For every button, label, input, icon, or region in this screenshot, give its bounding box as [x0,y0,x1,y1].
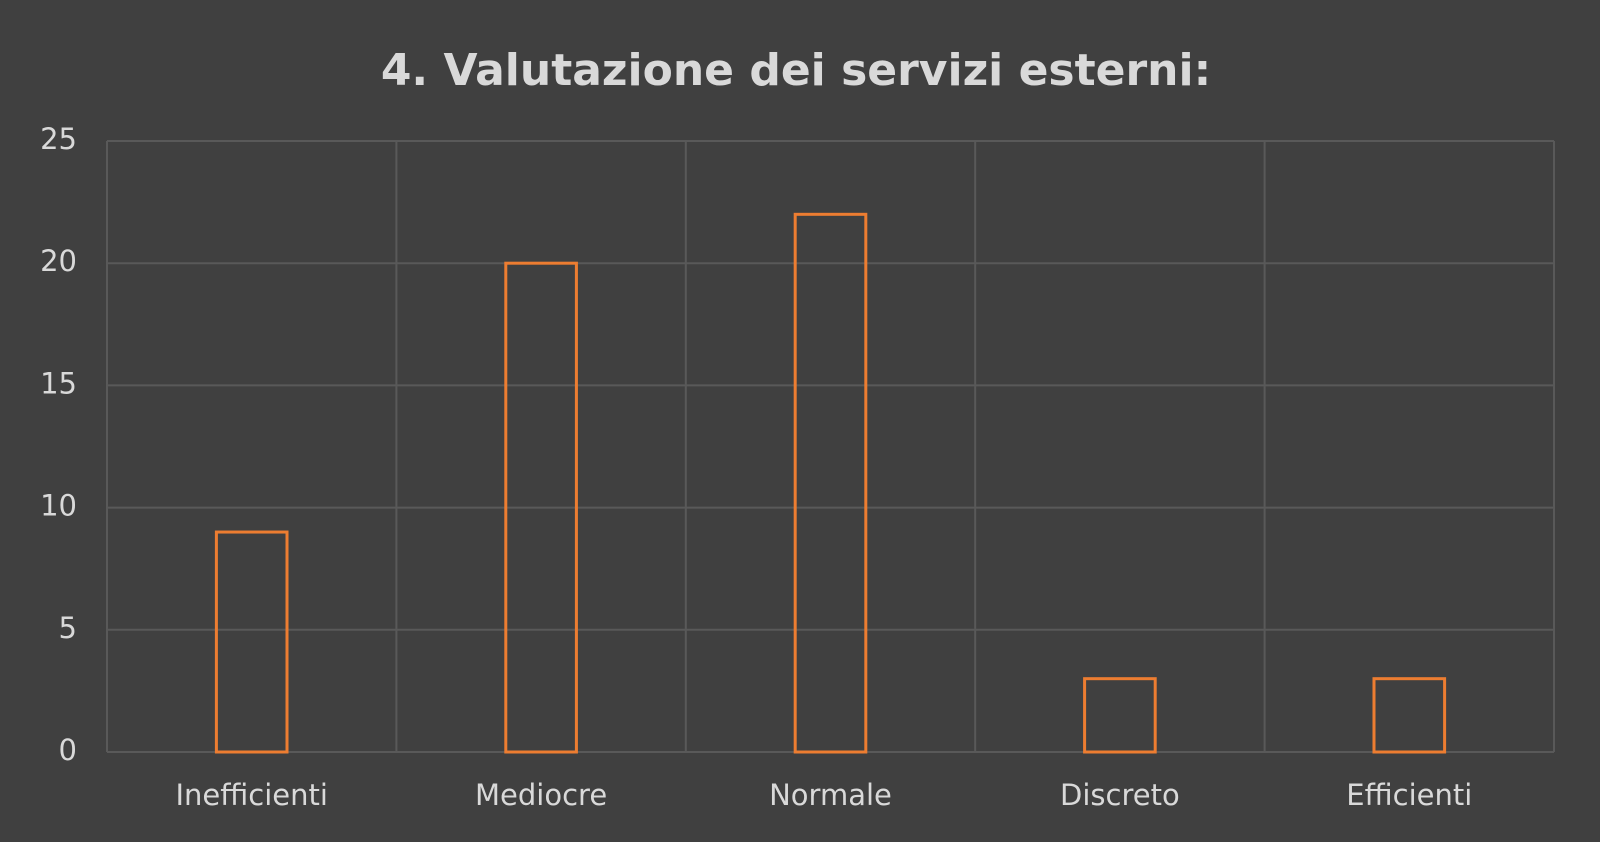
y-tick-label: 5 [59,611,77,645]
bar [504,261,578,754]
bar [1372,677,1447,754]
bar [793,212,868,754]
y-tick-label: 25 [40,122,77,156]
y-tick-label: 20 [40,244,77,278]
y-tick-label: 10 [40,489,77,523]
y-tick-label: 15 [40,366,77,400]
x-tick-label: Mediocre [475,778,607,812]
x-tick-label: Normale [769,778,892,812]
bar [1083,677,1157,754]
bar [214,530,289,754]
x-tick-label: Efficienti [1346,778,1472,812]
x-tick-label: Discreto [1060,778,1180,812]
y-tick-label: 0 [59,733,77,767]
chart-title: 4. Valutazione dei servizi esterni: [381,45,1211,96]
x-tick-label: Inefficienti [175,778,327,812]
